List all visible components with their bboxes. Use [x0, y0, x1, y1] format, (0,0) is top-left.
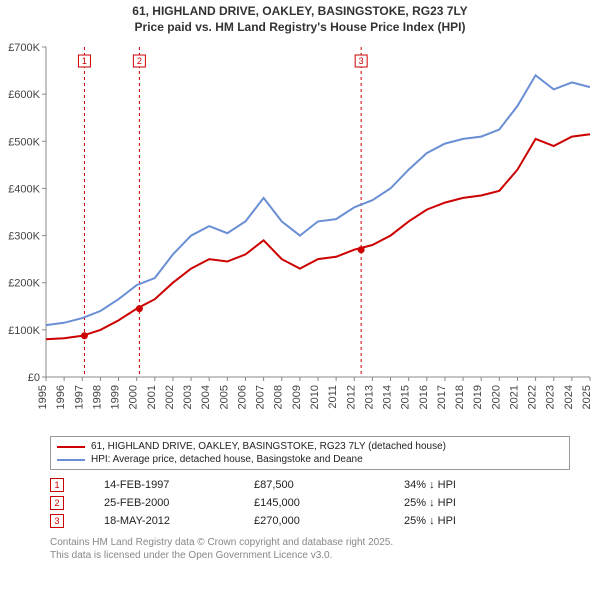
svg-text:2008: 2008 [273, 385, 285, 409]
svg-text:2003: 2003 [182, 385, 194, 409]
line-chart: £0 £100K £200K £300K £400K £500K £600K £700K 199… [0, 37, 600, 432]
sale-delta: 25% ↓ HPI [404, 515, 514, 527]
svg-text:2006: 2006 [236, 385, 248, 409]
svg-text:1996: 1996 [55, 385, 67, 409]
svg-text:2000: 2000 [128, 385, 140, 409]
svg-text:1995: 1995 [37, 385, 49, 409]
chart-legend: 61, HIGHLAND DRIVE, OAKLEY, BASINGSTOKE,… [50, 436, 570, 470]
svg-text:2015: 2015 [400, 385, 412, 409]
sale-date: 18-MAY-2012 [104, 515, 214, 527]
svg-text:2019: 2019 [472, 385, 484, 409]
svg-text:£0: £0 [28, 372, 40, 384]
svg-text:2022: 2022 [527, 385, 539, 409]
sale-marker-badge: 1 [50, 478, 64, 492]
footer-line-2: This data is licensed under the Open Gov… [50, 549, 580, 562]
svg-text:1997: 1997 [73, 385, 85, 409]
svg-text:2004: 2004 [200, 385, 212, 409]
footer-line-1: Contains HM Land Registry data © Crown c… [50, 536, 580, 549]
chart-svg: £0 £100K £200K £300K £400K £500K £600K £700K 199… [0, 37, 600, 432]
svg-text:2016: 2016 [418, 385, 430, 409]
svg-text:2: 2 [137, 56, 142, 66]
sales-row: 3 18-MAY-2012 £270,000 25% ↓ HPI [50, 512, 600, 530]
legend-label: HPI: Average price, detached house, Basi… [91, 454, 363, 465]
svg-text:1999: 1999 [110, 385, 122, 409]
svg-text:£300K: £300K [8, 231, 40, 243]
sales-table: 1 14-FEB-1997 £87,500 34% ↓ HPI 2 25-FEB-2000… [50, 476, 600, 530]
svg-text:2013: 2013 [363, 385, 375, 409]
legend-row: 61, HIGHLAND DRIVE, OAKLEY, BASINGSTOKE,… [57, 440, 563, 453]
svg-text:£100K: £100K [8, 325, 40, 337]
sale-price: £87,500 [254, 479, 364, 491]
svg-text:£400K: £400K [8, 184, 40, 196]
sales-row: 1 14-FEB-1997 £87,500 34% ↓ HPI [50, 476, 600, 494]
sale-delta: 25% ↓ HPI [404, 497, 514, 509]
svg-text:2023: 2023 [545, 385, 557, 409]
svg-text:£700K: £700K [8, 42, 40, 54]
svg-text:2005: 2005 [218, 385, 230, 409]
svg-text:2010: 2010 [309, 385, 321, 409]
svg-text:£200K: £200K [8, 278, 40, 290]
legend-swatch [57, 446, 85, 448]
svg-text:2021: 2021 [508, 385, 520, 409]
svg-text:2017: 2017 [436, 385, 448, 409]
sales-row: 2 25-FEB-2000 £145,000 25% ↓ HPI [50, 494, 600, 512]
svg-text:£600K: £600K [8, 89, 40, 101]
svg-text:2024: 2024 [563, 385, 575, 409]
svg-text:2018: 2018 [454, 385, 466, 409]
footer-attribution: Contains HM Land Registry data © Crown c… [50, 536, 580, 562]
sale-delta: 34% ↓ HPI [404, 479, 514, 491]
sale-price: £270,000 [254, 515, 364, 527]
sale-marker-badge: 2 [50, 496, 64, 510]
svg-text:2002: 2002 [164, 385, 176, 409]
svg-text:1998: 1998 [91, 385, 103, 409]
svg-text:2014: 2014 [382, 385, 394, 409]
svg-text:3: 3 [359, 56, 364, 66]
legend-label: 61, HIGHLAND DRIVE, OAKLEY, BASINGSTOKE,… [91, 441, 446, 452]
legend-row: HPI: Average price, detached house, Basi… [57, 453, 563, 466]
sale-date: 14-FEB-1997 [104, 479, 214, 491]
svg-text:1: 1 [82, 56, 87, 66]
sale-date: 25-FEB-2000 [104, 497, 214, 509]
sale-marker-badge: 3 [50, 514, 64, 528]
title-line-2: Price paid vs. HM Land Registry's House … [6, 20, 594, 36]
svg-text:£500K: £500K [8, 136, 40, 148]
svg-text:2001: 2001 [146, 385, 158, 409]
svg-text:2012: 2012 [345, 385, 357, 409]
svg-text:2011: 2011 [327, 385, 339, 409]
sale-price: £145,000 [254, 497, 364, 509]
legend-swatch [57, 459, 85, 461]
chart-title-block: 61, HIGHLAND DRIVE, OAKLEY, BASINGSTOKE,… [0, 0, 600, 37]
title-line-1: 61, HIGHLAND DRIVE, OAKLEY, BASINGSTOKE,… [6, 4, 594, 20]
svg-text:2025: 2025 [581, 385, 593, 409]
svg-text:2020: 2020 [490, 385, 502, 409]
svg-text:2009: 2009 [291, 385, 303, 409]
svg-text:2007: 2007 [255, 385, 267, 409]
